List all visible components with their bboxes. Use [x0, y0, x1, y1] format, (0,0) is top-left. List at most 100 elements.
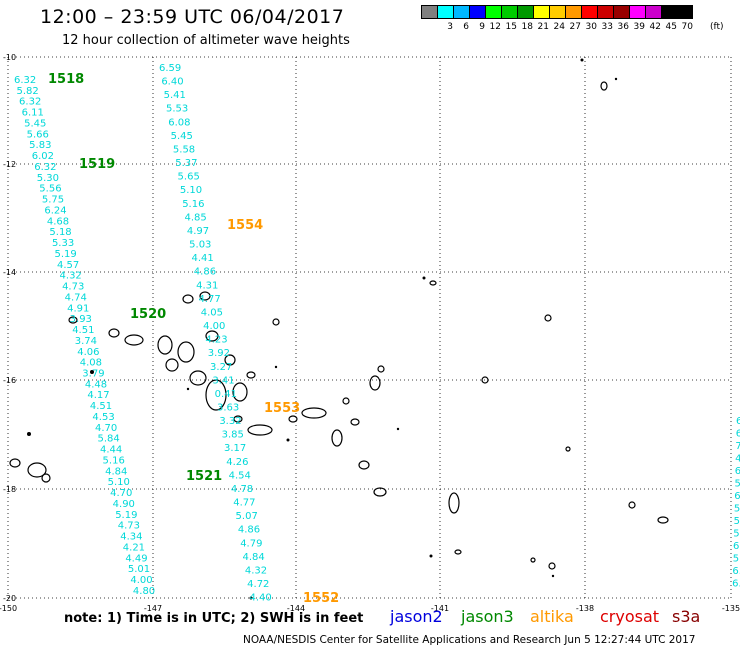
- swh-value: 6.59: [159, 63, 181, 74]
- legend-swatch: [421, 5, 437, 19]
- swh-value: 5.28: [734, 516, 740, 527]
- lat-tick-label: -20: [3, 594, 16, 603]
- island-outline: [448, 492, 460, 514]
- swh-value: 4.00: [130, 575, 152, 586]
- island-outline: [205, 379, 227, 411]
- legend-swatch: [581, 5, 597, 19]
- swh-value: 6: [736, 429, 740, 440]
- swh-value: 5.65: [178, 172, 200, 183]
- island-outline: [600, 81, 608, 91]
- island-dot: [422, 276, 426, 280]
- island-outline: [246, 371, 256, 379]
- island-outline: [41, 473, 51, 483]
- altimeter-tracks: 6.325.826.326.115.455.665.836.026.325.30…: [14, 63, 740, 604]
- swh-value: 4.77: [198, 294, 220, 305]
- swh-value: 4.08: [80, 358, 102, 369]
- swh-value: 6.: [735, 466, 740, 477]
- island-outline: [429, 280, 437, 286]
- swh-value: 5.33: [52, 238, 74, 249]
- island-outline: [628, 501, 636, 509]
- island-outline: [544, 314, 552, 322]
- swh-value: 4.: [735, 454, 740, 465]
- swh-value: 4.26: [226, 457, 248, 468]
- swh-value: 4.70: [95, 423, 117, 434]
- swh-value: 6.02: [32, 151, 54, 162]
- lon-tick-label: -150: [0, 604, 17, 613]
- swh-value: 4.73: [62, 282, 84, 293]
- swh-value: 3.17: [224, 443, 246, 454]
- legend-swatch: [565, 5, 581, 19]
- island-outline: [481, 376, 489, 384]
- color-legend: [421, 5, 693, 19]
- island-outline: [272, 318, 280, 326]
- swh-value: 4.73: [118, 521, 140, 532]
- island-dot: [249, 596, 253, 600]
- legend-swatch: [661, 5, 677, 19]
- swh-value: 4.80: [133, 586, 155, 597]
- island-dot: [186, 387, 190, 391]
- swh-value: 4.17: [87, 390, 109, 401]
- swh-value: 5.16: [182, 199, 204, 210]
- lon-tick-label: -135: [722, 604, 740, 613]
- legend-label: 27: [569, 22, 581, 32]
- swh-value: 4.53: [92, 412, 114, 423]
- legend-swatch: [597, 5, 613, 19]
- swh-value: 0.41: [215, 389, 237, 400]
- island-outlines: [9, 81, 669, 570]
- credit-line: NOAA/NESDIS Center for Satellite Applica…: [243, 634, 696, 646]
- swh-value: 6.03: [732, 579, 740, 590]
- legend-swatch: [453, 5, 469, 19]
- units-note: note: 1) Time is in UTC; 2) SWH is in fe…: [64, 611, 364, 626]
- swh-value: 4.57: [57, 260, 79, 271]
- island-outline: [224, 354, 236, 366]
- island-outline: [165, 358, 179, 372]
- swh-value: 6.69: [734, 491, 740, 502]
- swh-value: 4.34: [120, 532, 142, 543]
- pass-number-label: 1554: [227, 218, 263, 233]
- swh-value: 4.72: [247, 579, 269, 590]
- island-dot: [429, 554, 433, 558]
- swh-value: 4.91: [67, 303, 89, 314]
- swh-value: 5.58: [173, 144, 195, 155]
- satellite-name: s3a: [672, 607, 701, 626]
- island-outline: [377, 365, 385, 373]
- island-outline: [454, 549, 462, 555]
- legend-label: 9: [479, 22, 485, 32]
- swh-value: 5.19: [54, 249, 76, 260]
- swh-value: 3.27: [210, 362, 232, 373]
- swh-value: 6.08: [168, 117, 190, 128]
- legend-swatch: [645, 5, 661, 19]
- legend-label: 45: [665, 22, 677, 32]
- swh-value: 3.41: [212, 375, 234, 386]
- legend-swatch: [613, 5, 629, 19]
- lon-tick-label: -147: [144, 604, 162, 613]
- swh-value: 6: [736, 416, 740, 427]
- swh-value: 4.40: [249, 593, 271, 604]
- island-dot: [27, 432, 31, 436]
- legend-label: 36: [617, 22, 629, 32]
- legend-label: 12: [489, 22, 501, 32]
- pass-number-label: 1521: [186, 469, 222, 484]
- satellite-name: altika: [530, 607, 574, 626]
- swh-value: 5.45: [171, 131, 193, 142]
- swh-value: 4.48: [85, 379, 107, 390]
- swh-value: 5.07: [236, 511, 258, 522]
- swh-value: 4.68: [47, 216, 69, 227]
- swh-value: 4.78: [231, 484, 253, 495]
- island-outline: [530, 557, 536, 563]
- swh-value: 6.24: [44, 205, 66, 216]
- legend-label: 18: [521, 22, 533, 32]
- swh-value: 4.77: [233, 498, 255, 509]
- swh-value: 6.32: [19, 97, 41, 108]
- swh-value: 4.06: [77, 347, 99, 358]
- swh-value: 5.45: [24, 118, 46, 129]
- island-outline: [331, 429, 343, 447]
- legend-swatch: [677, 5, 693, 19]
- legend-label: 24: [553, 22, 565, 32]
- island-dot: [580, 58, 584, 62]
- swh-value: 4.31: [196, 280, 218, 291]
- swh-value: 3.79: [82, 368, 104, 379]
- pass-number-label: 1552: [303, 591, 339, 606]
- island-dot: [551, 574, 555, 578]
- swh-value: 4.84: [105, 466, 127, 477]
